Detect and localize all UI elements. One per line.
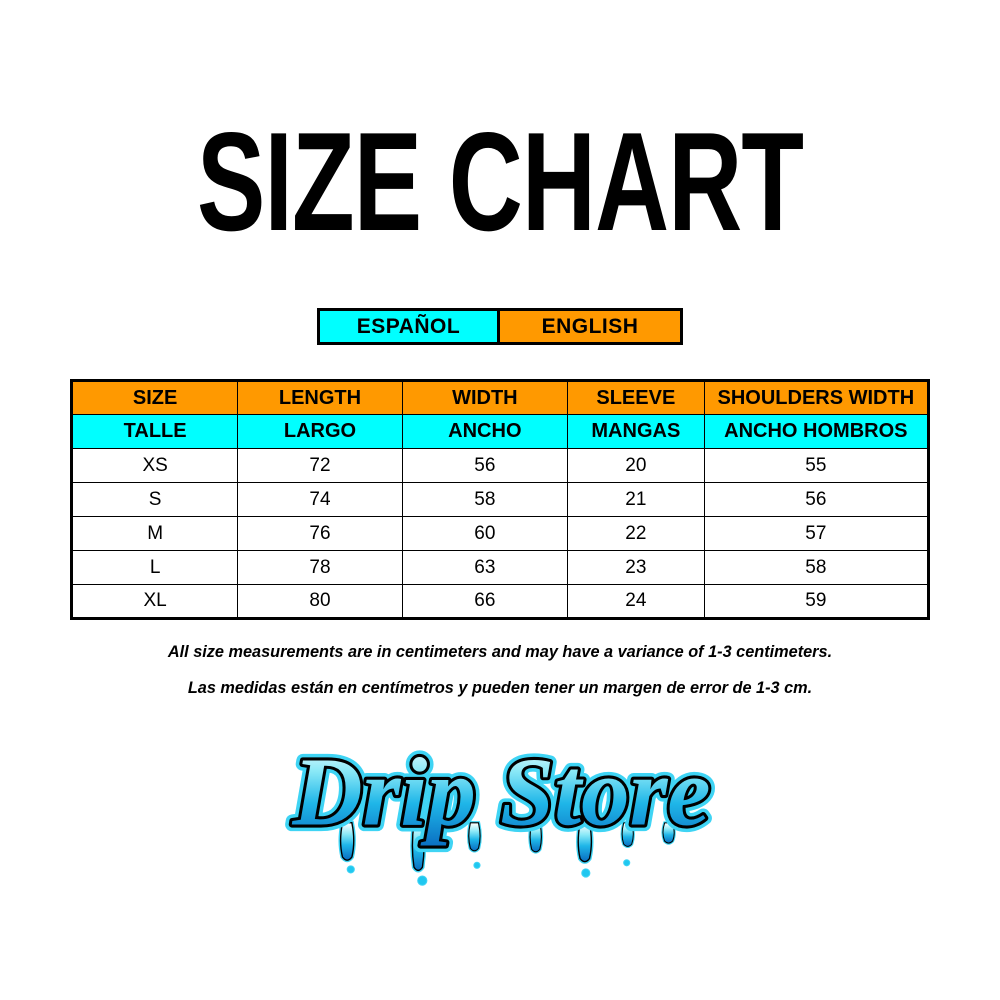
- svg-text:Drip Store: Drip Store: [291, 738, 710, 846]
